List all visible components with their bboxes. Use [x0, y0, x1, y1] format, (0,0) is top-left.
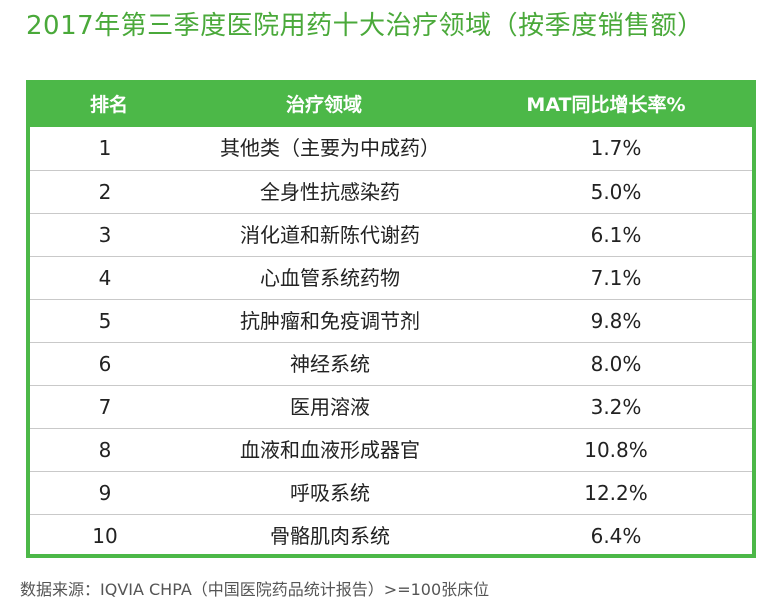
- therapeutic-area-cell: 医用溶液: [290, 395, 370, 419]
- therapeutic-area-cell: 全身性抗感染药: [260, 180, 400, 204]
- table-row: 3 消化道和新陈代谢药 6.1%: [30, 213, 752, 256]
- growth-rate-cell: 7.1%: [590, 266, 642, 290]
- table-row: 7 医用溶液 3.2%: [30, 385, 752, 428]
- header-area: 治疗领域: [285, 94, 362, 116]
- table-row: 8 血液和血液形成器官 10.8%: [30, 428, 752, 471]
- rank-cell: 2: [98, 180, 112, 204]
- table-row: 9 呼吸系统 12.2%: [30, 471, 752, 514]
- rank-cell: 5: [98, 309, 112, 333]
- growth-rate-cell: 12.2%: [584, 481, 648, 505]
- rank-cell: 7: [98, 395, 112, 419]
- table-row: 6 神经系统 8.0%: [30, 342, 752, 385]
- growth-rate-cell: 8.0%: [590, 352, 642, 376]
- therapeutic-area-cell: 骨骼肌肉系统: [270, 524, 390, 548]
- therapeutic-area-cell: 呼吸系统: [290, 481, 370, 505]
- growth-rate-cell: 9.8%: [590, 309, 642, 333]
- rank-cell: 10: [92, 524, 118, 548]
- growth-rate-cell: 6.4%: [590, 524, 642, 548]
- table-row: 5 抗肿瘤和免疫调节剂 9.8%: [30, 299, 752, 342]
- therapeutic-area-cell: 血液和血液形成器官: [240, 438, 420, 462]
- table-body: 1 其他类（主要为中成药） 1.7% 2 全身性抗感染药 5.0% 3 消化道和新陈代谢药 6.…: [30, 127, 752, 557]
- page-title: 2017年第三季度医院用药十大治疗领域（按季度销售额）: [26, 11, 704, 41]
- header-growth: MAT同比增长率%: [526, 94, 686, 116]
- table-header: 排名 治疗领域 MAT同比增长率%: [30, 84, 752, 127]
- growth-rate-cell: 10.8%: [584, 438, 648, 462]
- table-row: 4 心血管系统药物 7.1%: [30, 256, 752, 299]
- rank-cell: 3: [98, 223, 112, 247]
- therapeutic-area-cell: 其他类（主要为中成药）: [220, 136, 440, 160]
- growth-rate-cell: 1.7%: [590, 136, 642, 160]
- therapeutic-area-cell: 心血管系统药物: [260, 266, 400, 290]
- rank-cell: 4: [98, 266, 112, 290]
- therapeutic-area-cell: 神经系统: [290, 352, 370, 376]
- growth-rate-cell: 6.1%: [590, 223, 642, 247]
- rank-cell: 1: [98, 136, 112, 160]
- rank-cell: 9: [98, 481, 112, 505]
- table-row: 2 全身性抗感染药 5.0%: [30, 170, 752, 213]
- data-table: 排名 治疗领域 MAT同比增长率% 1 其他类（主要为中成药） 1.7% 2 全身性抗感…: [26, 80, 756, 558]
- data-source-note: 数据来源：IQVIA CHPA（中国医院药品统计报告）>=100张床位: [20, 580, 490, 599]
- therapeutic-area-cell: 抗肿瘤和免疫调节剂: [240, 309, 420, 333]
- table-row: 1 其他类（主要为中成药） 1.7%: [30, 127, 752, 170]
- growth-rate-cell: 3.2%: [590, 395, 642, 419]
- table-row: 10 骨骼肌肉系统 6.4%: [30, 514, 752, 557]
- header-rank: 排名: [89, 94, 128, 116]
- therapeutic-area-cell: 消化道和新陈代谢药: [240, 223, 420, 247]
- rank-cell: 8: [98, 438, 112, 462]
- growth-rate-cell: 5.0%: [590, 180, 642, 204]
- rank-cell: 6: [98, 352, 112, 376]
